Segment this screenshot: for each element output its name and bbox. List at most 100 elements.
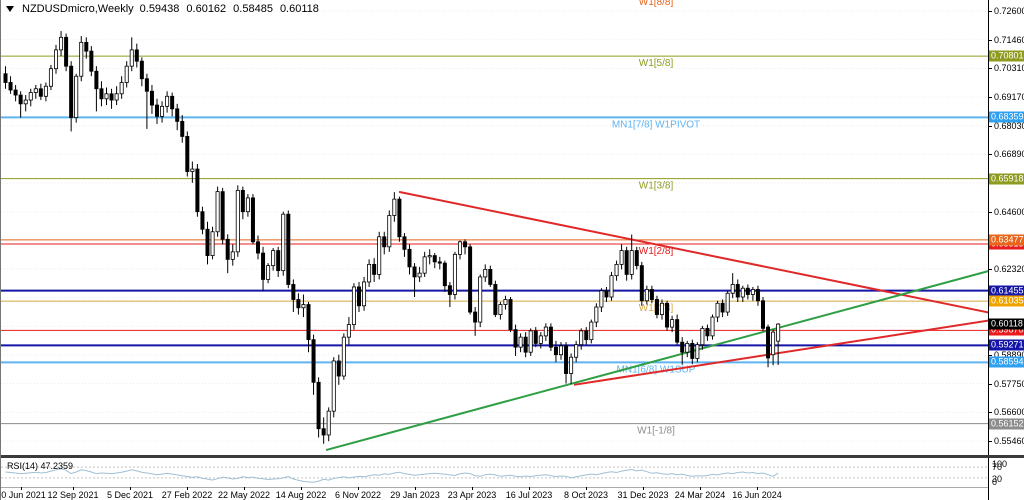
price-tick-mark bbox=[989, 441, 992, 442]
collapse-triangle-icon[interactable] bbox=[6, 6, 14, 12]
price-tick-mark bbox=[989, 97, 992, 99]
candle-body bbox=[306, 304, 311, 341]
candle-body bbox=[235, 189, 240, 253]
candle-body bbox=[180, 120, 185, 137]
candle-body bbox=[483, 269, 488, 278]
price-tick-mark bbox=[989, 211, 992, 213]
candle-body bbox=[493, 284, 498, 315]
candle-body bbox=[149, 90, 154, 106]
trendline bbox=[573, 319, 988, 386]
candle-body bbox=[690, 343, 695, 359]
price-tick-mark bbox=[989, 354, 992, 356]
price-tick-mark bbox=[989, 11, 992, 12]
candle-body bbox=[326, 410, 331, 436]
candle-body bbox=[755, 289, 760, 302]
candle-body bbox=[705, 327, 710, 337]
candle-body bbox=[665, 302, 670, 328]
candle-body bbox=[533, 330, 538, 344]
date-label: 27 Feb 2022 bbox=[161, 490, 213, 500]
date-tick-mark bbox=[415, 487, 416, 490]
level-line-label: W1[3/8] bbox=[639, 181, 674, 192]
candle-body bbox=[89, 50, 94, 72]
candle-body bbox=[437, 261, 442, 264]
date-label: 16 Jun 2024 bbox=[732, 490, 782, 500]
price-badge: 0.65918 bbox=[989, 173, 1024, 185]
candle-body bbox=[54, 49, 59, 70]
candle-body bbox=[614, 263, 619, 277]
date-tick-mark bbox=[187, 487, 188, 490]
date-label: 24 Mar 2024 bbox=[674, 490, 726, 500]
date-label: 8 Oct 2023 bbox=[563, 490, 609, 500]
candle-body bbox=[94, 70, 99, 90]
candle-body bbox=[695, 344, 700, 359]
price-tick-label: 0.57750 bbox=[994, 378, 1024, 389]
candle-body bbox=[574, 344, 579, 358]
candle-body bbox=[715, 302, 720, 318]
candle-body bbox=[750, 289, 755, 295]
rsi-panel[interactable] bbox=[1, 458, 988, 487]
price-badge: 0.59271 bbox=[989, 339, 1024, 351]
candle-body bbox=[629, 250, 634, 275]
candle-body bbox=[175, 108, 180, 122]
candle-body bbox=[599, 290, 604, 308]
candle-body bbox=[660, 302, 665, 315]
candle-body bbox=[38, 88, 43, 97]
candle-body bbox=[3, 73, 8, 83]
candle-body bbox=[498, 304, 503, 315]
candle-body bbox=[48, 68, 53, 87]
candle-body bbox=[139, 60, 144, 80]
date-label: 16 Jul 2023 bbox=[505, 490, 553, 500]
date-tick-mark bbox=[358, 487, 359, 490]
candle-body bbox=[488, 269, 493, 285]
panel-separator[interactable] bbox=[1, 455, 1024, 458]
candle-body bbox=[644, 289, 649, 302]
price-tick-mark bbox=[989, 412, 992, 414]
candle-body bbox=[594, 306, 599, 323]
candle-body bbox=[634, 250, 639, 267]
candle-body bbox=[64, 36, 69, 67]
candle-body bbox=[392, 198, 397, 216]
candle-body bbox=[548, 326, 553, 348]
candle-body bbox=[382, 236, 387, 248]
candle-body bbox=[99, 88, 104, 100]
candle-body bbox=[240, 189, 245, 213]
candle-body bbox=[432, 255, 437, 263]
candle-body bbox=[356, 286, 361, 307]
candle-body bbox=[331, 360, 336, 412]
candle-body bbox=[478, 276, 483, 323]
trendline bbox=[398, 190, 988, 314]
price-badge: 0.59870 bbox=[989, 324, 1024, 336]
candle-body bbox=[134, 49, 139, 62]
candle-body bbox=[69, 65, 74, 119]
candle-body bbox=[59, 36, 64, 51]
candle-body bbox=[351, 286, 356, 325]
candle-body bbox=[79, 41, 84, 77]
candle-body bbox=[447, 285, 452, 295]
candle-body bbox=[427, 255, 432, 258]
candle-body bbox=[407, 248, 412, 268]
candle-body bbox=[200, 211, 205, 230]
candle-body bbox=[84, 41, 89, 52]
date-label: 20 Jun 2021 bbox=[0, 490, 46, 500]
candle-body bbox=[745, 287, 750, 295]
level-line-label: W1[5/8] bbox=[639, 58, 674, 69]
price-tick-mark bbox=[989, 125, 992, 127]
price-tick-label: 0.55460 bbox=[994, 436, 1024, 446]
candle-body bbox=[468, 246, 473, 313]
candle-body bbox=[387, 215, 392, 248]
price-axis[interactable]: 0.72600 0.71460 0.70310 0.69170 0.68030 0.668… bbox=[989, 0, 1024, 455]
candle-body bbox=[154, 104, 159, 117]
price-tick-label: 0.66890 bbox=[994, 149, 1024, 160]
candle-body bbox=[245, 197, 250, 213]
candle-body bbox=[700, 327, 705, 346]
level-line-label: W1[2/8] bbox=[639, 246, 674, 257]
time-axis[interactable]: 20 Jun 2021 12 Sep 2021 5 Dec 2021 27 Feb 2… bbox=[0, 487, 988, 500]
date-tick-mark bbox=[529, 487, 530, 490]
candle-body bbox=[412, 266, 417, 278]
candle-body bbox=[276, 250, 281, 272]
candle-body bbox=[210, 231, 215, 257]
main-chart-canvas[interactable]: W1[5/8] MN1[7/8] W1PIVOT W1[3/8] W1[2/8] W1[… bbox=[1, 0, 988, 455]
candle-body bbox=[710, 316, 715, 337]
price-badge: 0.60118 bbox=[989, 318, 1024, 330]
candle-body bbox=[8, 82, 13, 91]
